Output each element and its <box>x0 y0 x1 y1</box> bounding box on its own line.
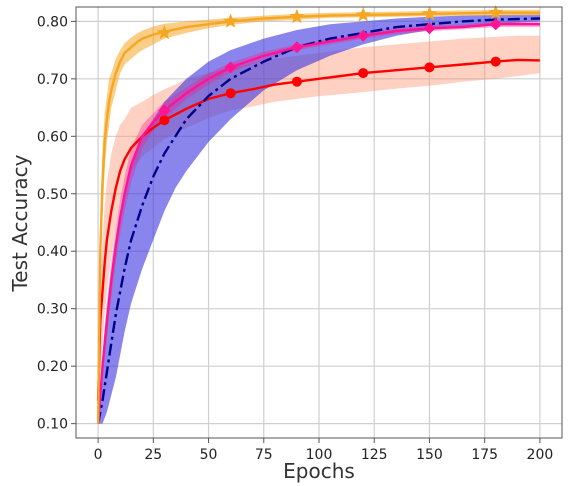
marker-series-0-5 <box>488 4 504 20</box>
marker-series-0-2 <box>289 8 305 24</box>
marker-series-0-4 <box>421 5 438 21</box>
band-series-3 <box>98 14 540 424</box>
marker-series-2-2 <box>291 76 302 87</box>
marker-series-2-1 <box>225 88 236 99</box>
y-tick-label-5: 0.60 <box>37 129 68 145</box>
y-tick-label-4: 0.50 <box>37 187 68 203</box>
series-lines <box>96 11 540 424</box>
x-tick-label-4: 100 <box>306 447 333 463</box>
marker-series-2-3 <box>358 68 369 79</box>
y-tick-label-6: 0.70 <box>37 72 68 88</box>
x-tick-label-7: 175 <box>471 447 498 463</box>
x-axis-label: Epochs <box>283 459 355 483</box>
band-series-2 <box>98 35 540 424</box>
marker-series-1-4 <box>423 22 436 35</box>
marker-series-0-0 <box>156 24 172 40</box>
marker-series-2-4 <box>424 62 435 73</box>
y-tick-label-1: 0.20 <box>37 359 68 375</box>
x-axis-ticks: 0 25 50 75 100 125 150 175 200 <box>94 438 554 463</box>
series-markers <box>156 4 504 126</box>
x-tick-label-5: 125 <box>361 447 388 463</box>
x-tick-label-6: 150 <box>416 447 443 463</box>
y-axis-ticks: 0.10 0.20 0.30 0.40 0.50 0.60 0.70 0.80 <box>37 14 76 433</box>
marker-series-1-1 <box>224 61 237 74</box>
y-tick-label-2: 0.30 <box>37 302 68 318</box>
line-series-3 <box>96 17 540 424</box>
y-tick-label-0: 0.10 <box>37 417 68 433</box>
confidence-bands <box>98 9 540 424</box>
marker-series-1-5 <box>489 18 502 31</box>
marker-series-1-3 <box>357 29 370 42</box>
x-tick-label-0: 0 <box>94 447 103 463</box>
line-series-0 <box>96 11 540 424</box>
marker-series-1-0 <box>158 104 171 117</box>
y-tick-label-3: 0.40 <box>37 244 68 260</box>
x-tick-label-8: 200 <box>527 447 554 463</box>
marker-series-1-2 <box>290 41 303 54</box>
x-tick-label-2: 50 <box>200 447 218 463</box>
y-axis-label: Test Accuracy <box>8 154 32 292</box>
line-series-2 <box>96 58 540 401</box>
marker-series-2-0 <box>159 115 170 126</box>
marker-series-0-3 <box>355 7 371 22</box>
x-tick-label-1: 25 <box>144 447 162 463</box>
marker-series-2-5 <box>490 56 501 67</box>
line-series-1 <box>96 23 540 424</box>
marker-series-0-1 <box>223 13 239 28</box>
x-tick-label-3: 75 <box>255 447 273 463</box>
y-tick-label-7: 0.80 <box>37 14 68 30</box>
